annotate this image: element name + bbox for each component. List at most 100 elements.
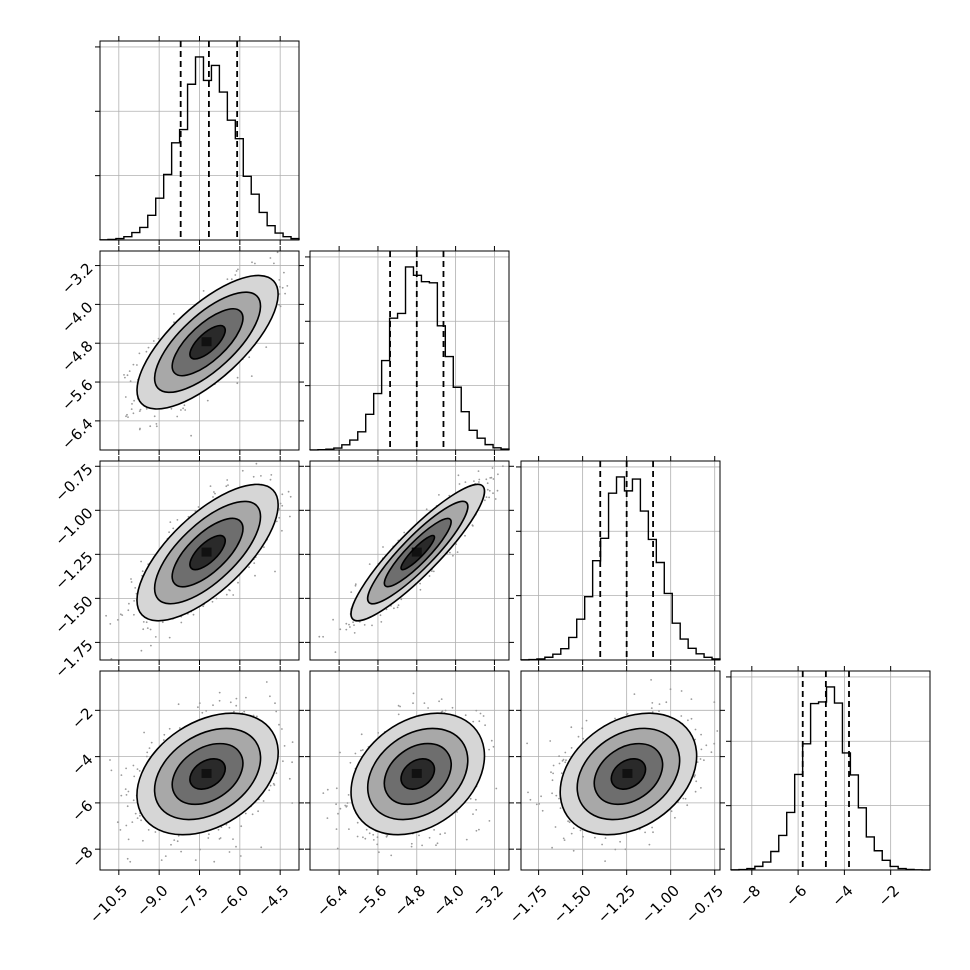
sample-point [354, 752, 357, 755]
sample-point [397, 604, 400, 606]
sample-point [403, 531, 406, 534]
sample-point [464, 481, 467, 483]
sample-point [490, 476, 493, 479]
sample-point [251, 261, 253, 264]
sample-point [126, 413, 128, 416]
sample-point [275, 772, 278, 775]
sample-point [168, 727, 171, 730]
sample-point [164, 855, 167, 857]
sample-point [279, 502, 282, 505]
sample-point [109, 623, 112, 625]
sample-point [353, 624, 355, 626]
sample-point [282, 760, 284, 763]
sample-point [129, 860, 132, 863]
sample-point [211, 600, 214, 603]
sample-point [154, 636, 157, 638]
sample-point [136, 364, 138, 366]
sample-point [390, 854, 393, 857]
sample-point [368, 563, 371, 565]
sample-point [458, 483, 461, 485]
sample-point [120, 774, 123, 776]
sample-point [658, 703, 661, 705]
panel-3-0 [95, 666, 304, 875]
sample-point [496, 489, 499, 492]
sample-point [457, 474, 460, 477]
sample-point [478, 720, 481, 723]
contour-line [136, 274, 279, 410]
sample-point [558, 762, 561, 765]
sample-point [178, 727, 181, 729]
sample-point [488, 748, 490, 751]
sample-point [121, 614, 124, 616]
sample-point [126, 857, 129, 860]
contour-line [189, 324, 226, 360]
sample-point [197, 706, 199, 709]
sample-point [269, 695, 271, 698]
sample-point [438, 700, 440, 703]
panel-frame [99, 460, 300, 661]
sample-point [136, 768, 139, 770]
sample-point [278, 723, 280, 726]
sample-point [472, 720, 475, 723]
sample-point [173, 839, 176, 841]
sample-point [198, 702, 201, 704]
sample-point [494, 498, 497, 500]
sample-point [281, 728, 283, 730]
sample-point [485, 496, 488, 498]
sample-point [492, 745, 495, 748]
sample-point [425, 508, 428, 511]
sample-point [235, 704, 238, 707]
sample-point [386, 834, 389, 837]
sample-point [183, 404, 186, 407]
sample-point [428, 836, 431, 839]
sample-point [225, 485, 228, 488]
sample-point [465, 838, 468, 841]
sample-point [176, 840, 179, 843]
sample-point [478, 828, 480, 831]
sample-point [361, 749, 364, 751]
sample-point [693, 775, 696, 778]
sample-point [269, 478, 272, 481]
sample-point [230, 278, 233, 281]
sample-point [125, 767, 127, 770]
sample-point [170, 407, 173, 410]
sample-point [176, 519, 179, 521]
sample-point [669, 688, 672, 691]
sample-point [346, 802, 349, 804]
sample-point [577, 735, 580, 738]
sample-point [281, 504, 284, 507]
sample-point [322, 635, 324, 638]
sample-point [127, 790, 130, 793]
sample-point [140, 560, 143, 563]
sample-point [349, 626, 351, 628]
sample-point [694, 774, 696, 776]
sample-point [214, 492, 216, 495]
sample-point [110, 658, 113, 660]
sample-point [318, 635, 321, 638]
sample-point [272, 782, 275, 785]
sample-point [262, 800, 265, 802]
sample-point [243, 710, 246, 713]
sample-point [291, 761, 293, 764]
sample-point [219, 837, 222, 839]
sample-point [128, 370, 131, 372]
sample-point [213, 860, 216, 863]
sample-point [233, 710, 235, 713]
sample-point [477, 470, 480, 472]
sample-point [270, 474, 273, 476]
sample-point [377, 732, 380, 734]
sample-point [464, 714, 467, 717]
sample-point [205, 710, 208, 712]
sample-point [109, 759, 111, 761]
sample-point [177, 703, 180, 706]
panel-frame [99, 250, 300, 451]
sample-point [379, 614, 382, 617]
sample-point [218, 691, 221, 694]
sample-point [173, 313, 175, 315]
sample-point [362, 836, 364, 839]
sample-point [215, 597, 218, 600]
sample-point [348, 828, 350, 830]
sample-point [147, 346, 150, 349]
sample-point [160, 859, 163, 861]
